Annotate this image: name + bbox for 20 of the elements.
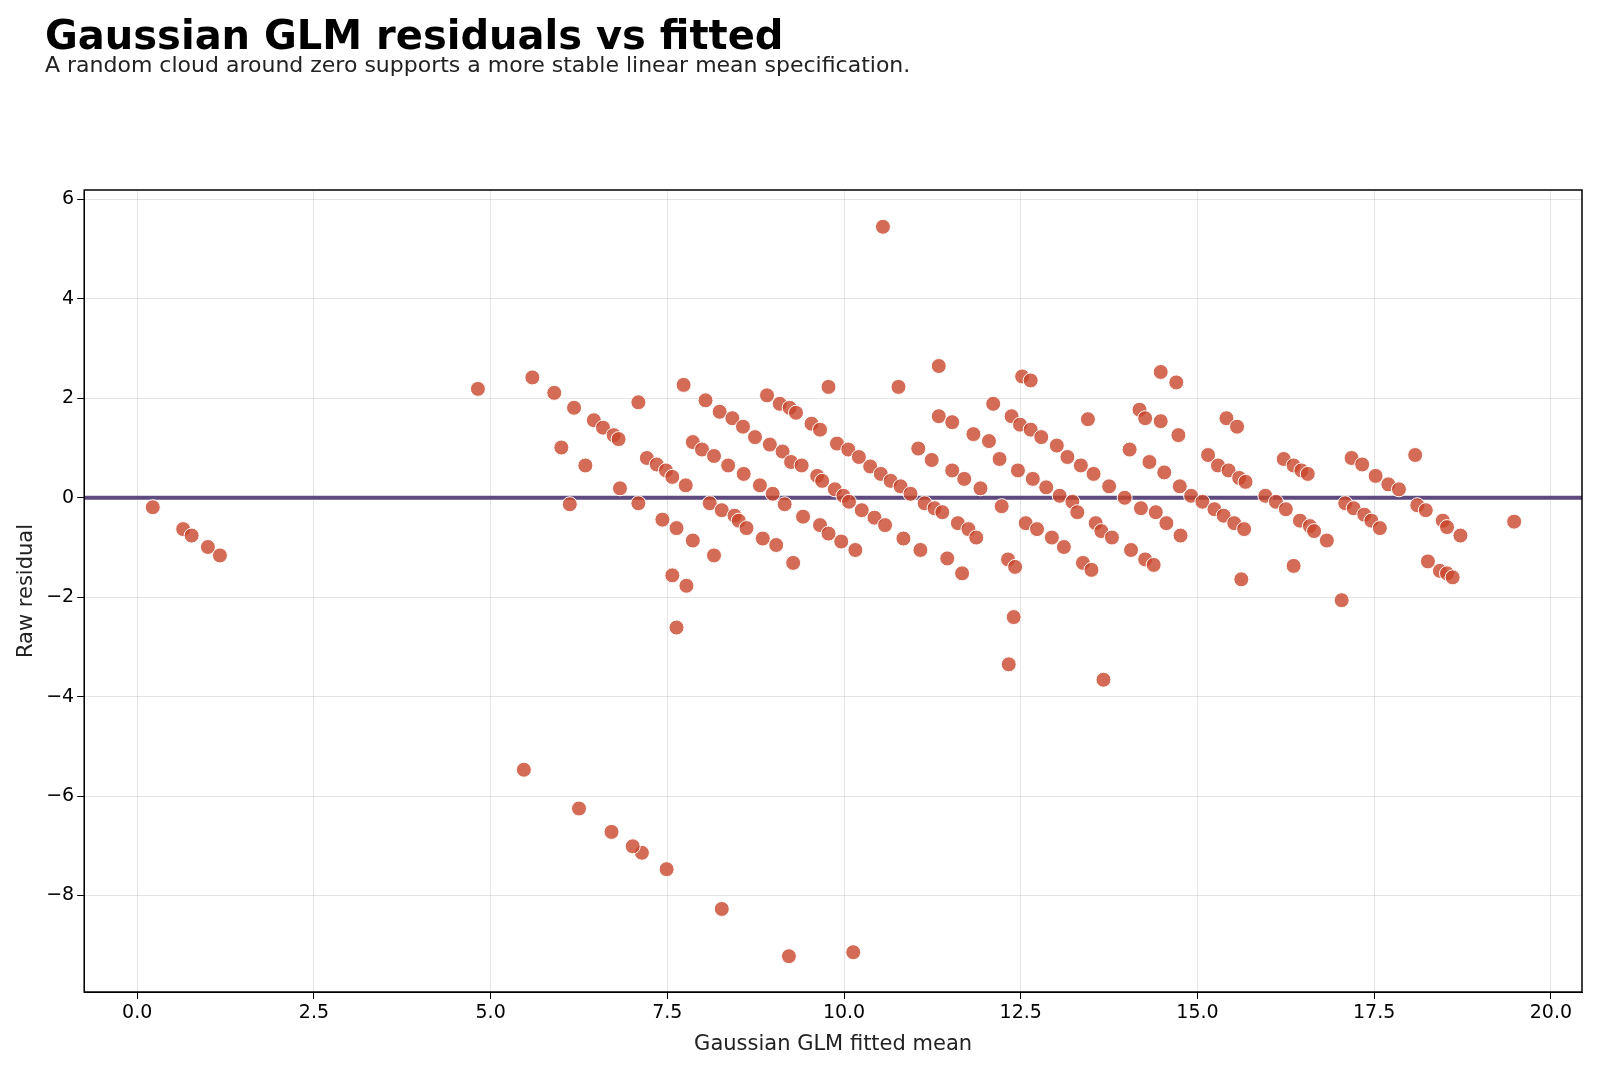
- y-tick-label: −4: [46, 683, 75, 706]
- y-tick-label: −6: [46, 783, 75, 806]
- x-axis-title: Gaussian GLM fitted mean: [694, 1030, 973, 1055]
- y-axis-title: Raw residual: [13, 523, 38, 659]
- x-tick-label: 10.0: [822, 1000, 866, 1023]
- y-tick-label: −2: [46, 584, 75, 607]
- x-tick-label: 20.0: [1529, 1000, 1573, 1023]
- x-tick-label: 12.5: [999, 1000, 1042, 1023]
- x-tick-label: 5.0: [475, 1000, 506, 1023]
- x-tick-label: 17.5: [1353, 1000, 1396, 1023]
- y-tick-label: 6: [62, 186, 75, 209]
- x-tick-label: 2.5: [298, 1000, 330, 1023]
- x-tick-label: 15.0: [1176, 1000, 1219, 1023]
- y-tick-label: −8: [46, 882, 75, 905]
- y-tick-label: 2: [62, 385, 75, 408]
- x-tick-label: 7.5: [652, 1000, 683, 1023]
- y-tick-label: 0: [62, 484, 75, 507]
- chart-subtitle: A random cloud around zero supports a more stable linear mean specification.: [45, 52, 911, 77]
- y-tick-label: 4: [62, 285, 75, 308]
- x-tick-label: 0.0: [122, 1000, 153, 1023]
